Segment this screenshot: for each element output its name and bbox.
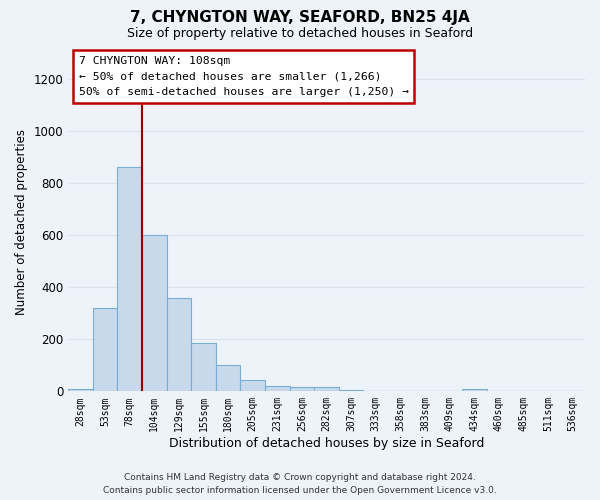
Bar	[93, 308, 118, 392]
Text: 7, CHYNGTON WAY, SEAFORD, BN25 4JA: 7, CHYNGTON WAY, SEAFORD, BN25 4JA	[130, 10, 470, 25]
Bar	[167, 298, 191, 392]
X-axis label: Distribution of detached houses by size in Seaford: Distribution of detached houses by size …	[169, 437, 484, 450]
Bar	[191, 343, 216, 392]
Bar	[290, 386, 314, 392]
Text: Size of property relative to detached houses in Seaford: Size of property relative to detached ho…	[127, 28, 473, 40]
Text: 7 CHYNGTON WAY: 108sqm
← 50% of detached houses are smaller (1,266)
50% of semi-: 7 CHYNGTON WAY: 108sqm ← 50% of detached…	[79, 56, 409, 97]
Bar	[265, 386, 290, 392]
Bar	[68, 388, 93, 392]
Bar	[462, 388, 487, 392]
Bar	[118, 167, 142, 392]
Bar	[142, 235, 167, 392]
Bar	[216, 366, 241, 392]
Bar	[339, 390, 364, 392]
Bar	[314, 386, 339, 392]
Text: Contains HM Land Registry data © Crown copyright and database right 2024.
Contai: Contains HM Land Registry data © Crown c…	[103, 474, 497, 495]
Y-axis label: Number of detached properties: Number of detached properties	[15, 129, 28, 315]
Bar	[241, 380, 265, 392]
